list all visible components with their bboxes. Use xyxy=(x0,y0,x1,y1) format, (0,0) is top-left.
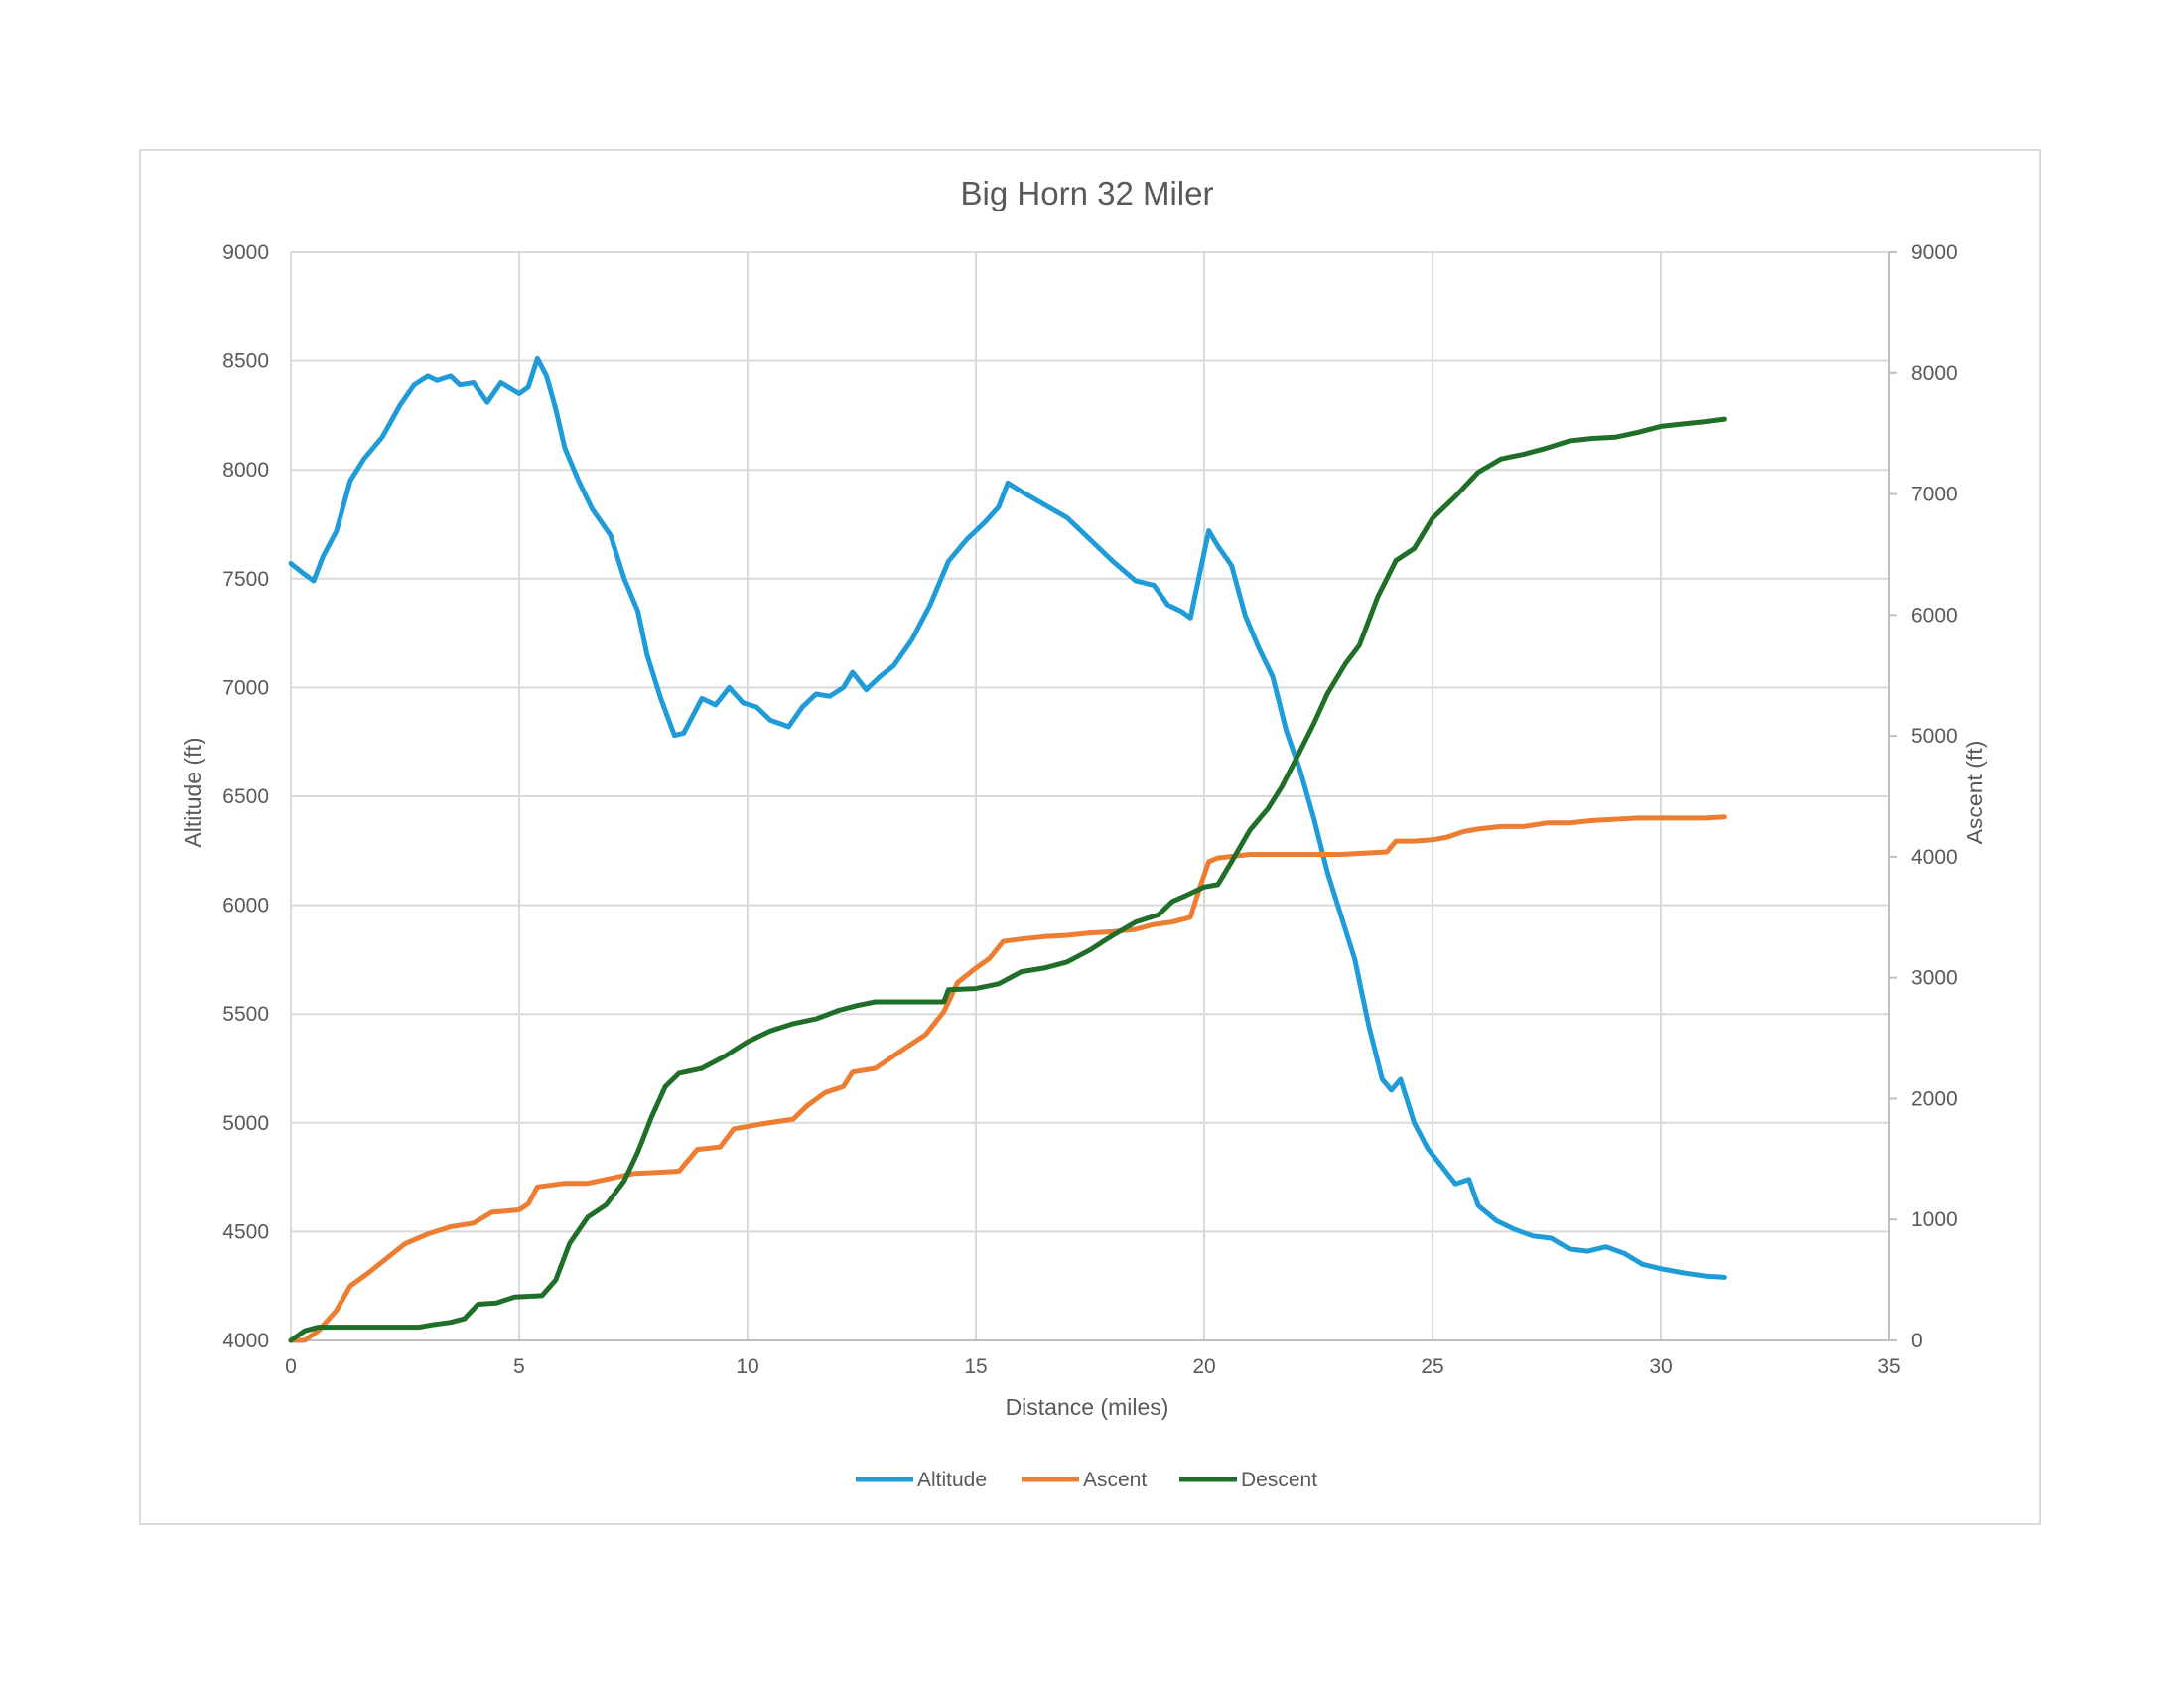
y-tick-label: 5500 xyxy=(222,1003,269,1026)
y2-tick-label: 7000 xyxy=(1911,484,1958,506)
legend-label-ascent: Ascent xyxy=(1083,1469,1147,1491)
y-axis-title-right: Ascent (ft) xyxy=(1962,741,1987,845)
x-axis-title: Distance (miles) xyxy=(1006,1394,1169,1420)
y-tick-label: 4500 xyxy=(222,1220,269,1243)
y2-tick-label: 0 xyxy=(1911,1330,1923,1352)
x-tick-label: 5 xyxy=(513,1355,525,1378)
x-tick-label: 25 xyxy=(1421,1355,1443,1378)
y-axis-title-left: Altitude (ft) xyxy=(180,737,205,847)
y-tick-label: 5000 xyxy=(222,1112,269,1135)
x-tick-label: 10 xyxy=(736,1355,758,1378)
y2-tick-label: 5000 xyxy=(1911,725,1958,748)
legend-label-altitude: Altitude xyxy=(917,1469,987,1491)
y2-tick-label: 1000 xyxy=(1911,1208,1958,1231)
y2-tick-label: 3000 xyxy=(1911,967,1958,990)
y-tick-label: 8000 xyxy=(222,459,269,482)
y2-tick-label: 2000 xyxy=(1911,1087,1958,1110)
x-tick-label: 0 xyxy=(285,1355,297,1378)
legend: Altitude Ascent Descent xyxy=(856,1469,1317,1491)
x-tick-label: 20 xyxy=(1192,1355,1215,1378)
plot-lines xyxy=(288,355,1727,1343)
chart-title: Big Horn 32 Miler xyxy=(961,175,1214,211)
series-line-altitude xyxy=(288,355,1727,1280)
series-line-ascent xyxy=(288,814,1727,1343)
y2-tick-label: 4000 xyxy=(1911,846,1958,869)
x-tick-label: 15 xyxy=(964,1355,987,1378)
x-tick-label: 30 xyxy=(1649,1355,1672,1378)
legend-label-descent: Descent xyxy=(1241,1469,1317,1491)
y-tick-label: 7500 xyxy=(222,568,269,591)
y-tick-label: 9000 xyxy=(222,241,269,264)
y2-tick-label: 6000 xyxy=(1911,604,1958,627)
y-tick-label: 6000 xyxy=(222,895,269,917)
series-line-descent xyxy=(288,416,1727,1343)
y-tick-label: 8500 xyxy=(222,351,269,373)
x-tick-label: 35 xyxy=(1877,1355,1900,1378)
y-tick-label: 4000 xyxy=(222,1330,269,1352)
y2-tick-label: 9000 xyxy=(1911,241,1958,264)
y-tick-label: 7000 xyxy=(222,676,269,699)
y-tick-label: 6500 xyxy=(222,785,269,808)
y2-tick-label: 8000 xyxy=(1911,362,1958,385)
gridlines xyxy=(290,251,1890,1341)
axes: 4000 4500 5000 5500 6000 6500 7000 7500 8000 8500… xyxy=(222,241,1957,1378)
